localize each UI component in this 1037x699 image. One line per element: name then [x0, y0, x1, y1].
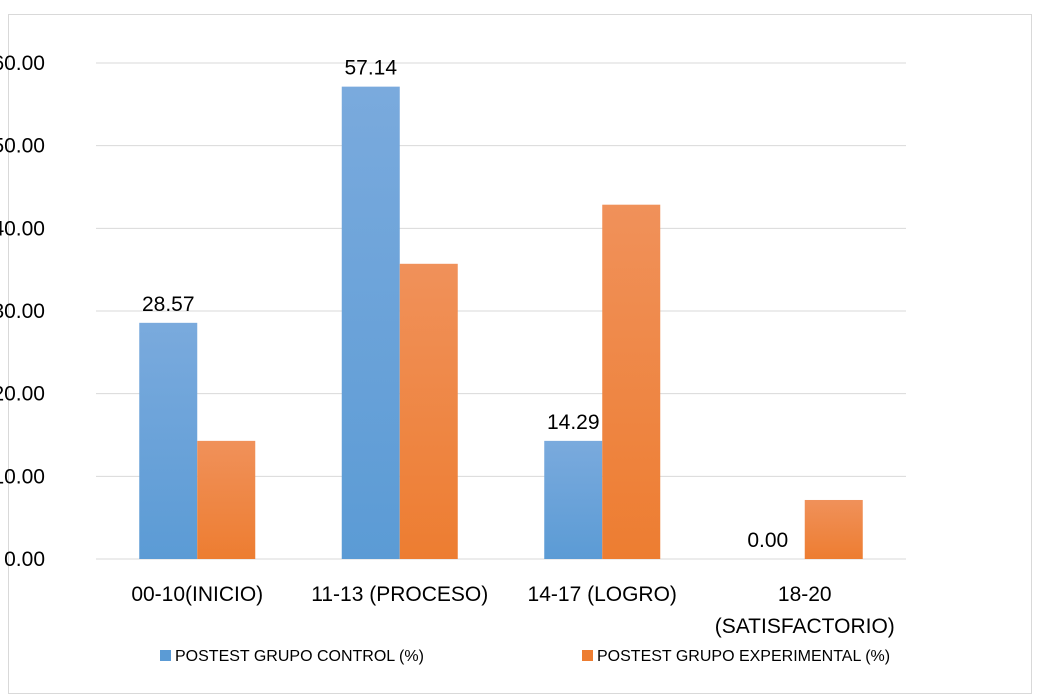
data-labels: 28.57 57.14 14.29 0.00: [142, 57, 788, 552]
x-category-label: 18-20: [778, 583, 832, 606]
bar-control: [544, 440, 603, 559]
y-tick-label: 20.00: [0, 383, 45, 406]
bar-experimental: [602, 204, 661, 559]
y-tick-label: 40.00: [0, 217, 45, 240]
bars: [139, 86, 863, 559]
legend-swatch: [582, 650, 593, 661]
data-label: 57.14: [344, 57, 397, 80]
bar-experimental: [197, 440, 256, 559]
x-category-label: (SATISFACTORIO): [715, 615, 895, 638]
x-category-label: 11-13 (PROCESO): [311, 583, 488, 606]
y-tick-label: 50.00: [0, 135, 45, 158]
y-tick-label: 0.00: [4, 548, 45, 571]
bar-control: [341, 86, 400, 559]
legend-entry-label: POSTEST GRUPO CONTROL (%): [175, 648, 424, 665]
bar-control: [139, 322, 198, 559]
data-label: 14.29: [547, 411, 600, 434]
data-label: 28.57: [142, 293, 195, 316]
x-category-label: 14-17 (LOGRO): [528, 583, 677, 606]
legend-swatch: [160, 650, 171, 661]
x-category-label: 00-10(INICIO): [131, 583, 263, 606]
y-tick-label: 60.00: [0, 52, 45, 75]
data-label: 0.00: [747, 529, 788, 552]
bar-experimental: [804, 499, 863, 559]
bar-experimental: [399, 263, 458, 559]
y-tick-label: 30.00: [0, 300, 45, 323]
legend-entry-label: POSTEST GRUPO EXPERIMENTAL (%): [597, 648, 890, 665]
legend: POSTEST GRUPO CONTROL (%) POSTEST GRUPO E…: [160, 648, 890, 665]
y-tick-label: 10.00: [0, 465, 45, 488]
x-axis-category-labels: 00-10(INICIO) 11-13 (PROCESO) 14-17 (LOGRO…: [131, 583, 894, 638]
y-axis-tick-labels: 0.00 10.00 20.00 30.00 40.00 50.00 60.00: [0, 52, 45, 571]
